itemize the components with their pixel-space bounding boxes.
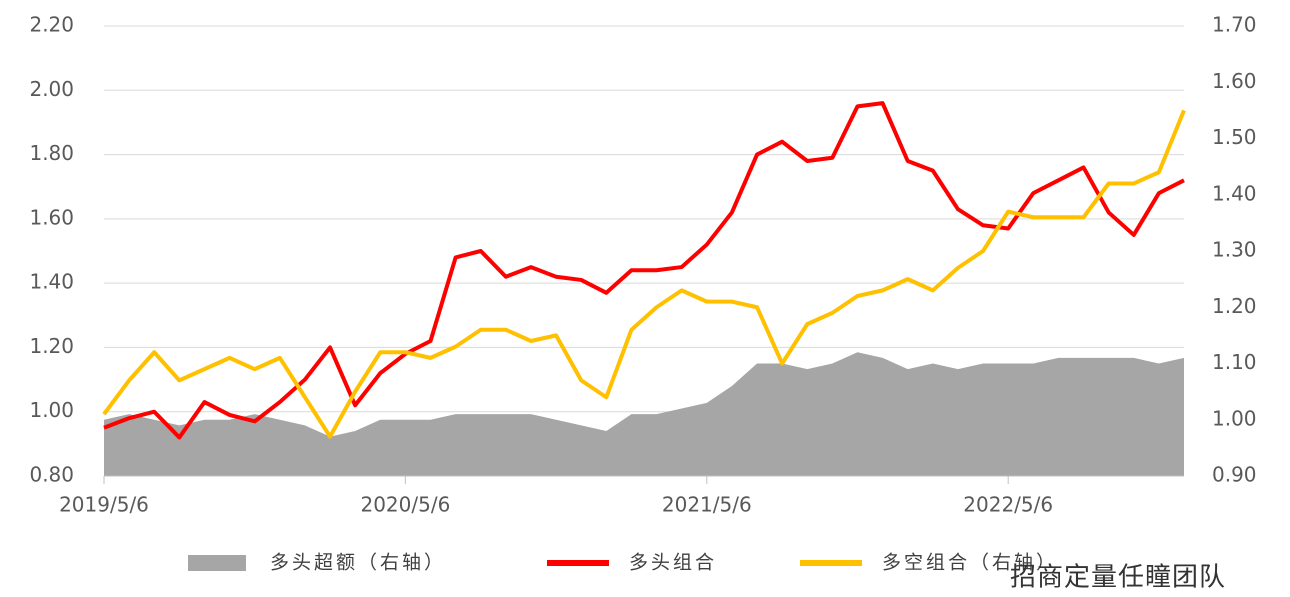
- y2-tick-label: 1.60: [1212, 69, 1257, 93]
- y-tick-label: 1.20: [29, 334, 74, 358]
- y-tick-label: 2.20: [29, 13, 74, 37]
- y2-tick-label: 1.00: [1212, 406, 1257, 430]
- legend-swatch: [188, 555, 246, 571]
- y-tick-label: 1.40: [29, 270, 74, 294]
- y2-tick-label: 1.30: [1212, 238, 1257, 262]
- y-tick-label: 1.60: [29, 205, 74, 229]
- line: [103, 101, 1185, 440]
- area: [104, 352, 1184, 476]
- legend-label: 多头组合: [629, 552, 717, 574]
- y-tick-label: 0.80: [29, 463, 74, 487]
- line: [102, 109, 1186, 439]
- y2-tick-label: 0.90: [1212, 463, 1257, 487]
- y2-tick-label: 1.70: [1212, 13, 1257, 37]
- y2-tick-label: 1.50: [1212, 125, 1257, 149]
- y2-tick-label: 1.10: [1212, 350, 1257, 374]
- x-tick-label: 2022/5/6: [963, 493, 1053, 517]
- y2-tick-label: 1.20: [1212, 294, 1257, 318]
- legend-label: 多空组合（右轴）: [882, 552, 1058, 574]
- legend-label: 多头超额（右轴）: [270, 552, 446, 574]
- y2-tick-label: 1.40: [1212, 181, 1257, 205]
- x-tick-label: 2021/5/6: [662, 493, 752, 517]
- y-tick-label: 2.00: [29, 77, 74, 101]
- legend: 多头超额（右轴） 多头组合 多空组合（右轴）: [188, 552, 1058, 574]
- x-tick-label: 2020/5/6: [360, 493, 450, 517]
- y-tick-label: 1.00: [29, 398, 74, 422]
- x-tick-label: 2019/5/6: [59, 493, 149, 517]
- watermark: 招商定量任瞳团队: [1010, 563, 1226, 593]
- y-tick-label: 1.80: [29, 141, 74, 165]
